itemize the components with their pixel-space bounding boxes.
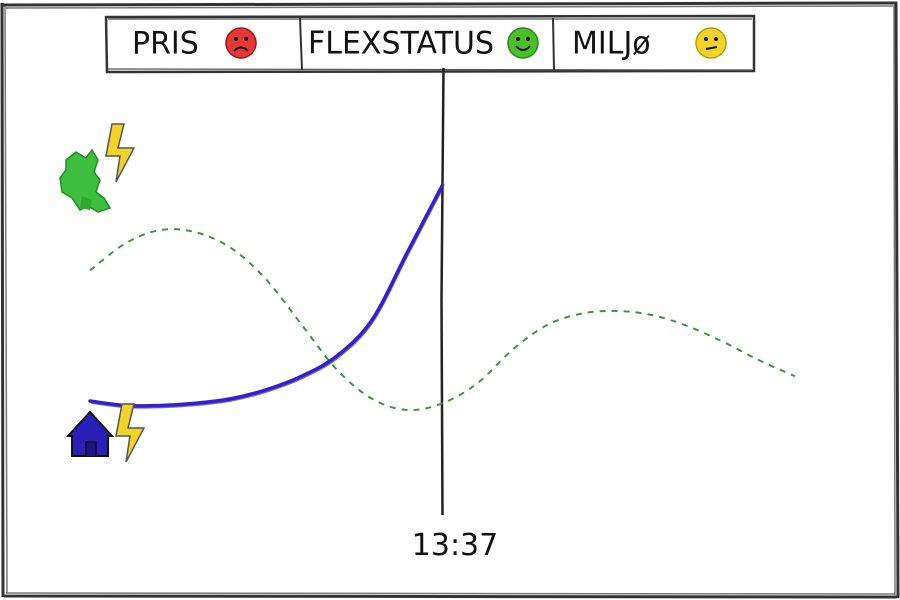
status-bar: PRIS FLEXSTATUS MILJø xyxy=(106,16,754,70)
current-time: 13:37 xyxy=(411,528,499,563)
happy-face-icon xyxy=(507,27,539,59)
consumption-curve xyxy=(88,183,445,408)
status-flexstatus-label: FLEXSTATUS xyxy=(308,24,495,62)
status-miljo[interactable]: MILJø xyxy=(552,16,754,70)
grid-price-curve xyxy=(89,228,796,412)
status-miljo-label: MILJø xyxy=(572,24,651,62)
consumption-curve-sketch xyxy=(90,186,445,409)
sad-face-icon xyxy=(225,27,257,59)
status-pris[interactable]: PRIS xyxy=(106,16,300,70)
status-flexstatus[interactable]: FLEXSTATUS xyxy=(300,16,552,70)
status-pris-label: PRIS xyxy=(132,24,199,62)
neutral-face-icon xyxy=(695,27,727,59)
denmark-grid-lightning-icon xyxy=(59,123,136,213)
now-marker-line xyxy=(440,67,445,516)
house-lightning-icon xyxy=(65,403,146,463)
